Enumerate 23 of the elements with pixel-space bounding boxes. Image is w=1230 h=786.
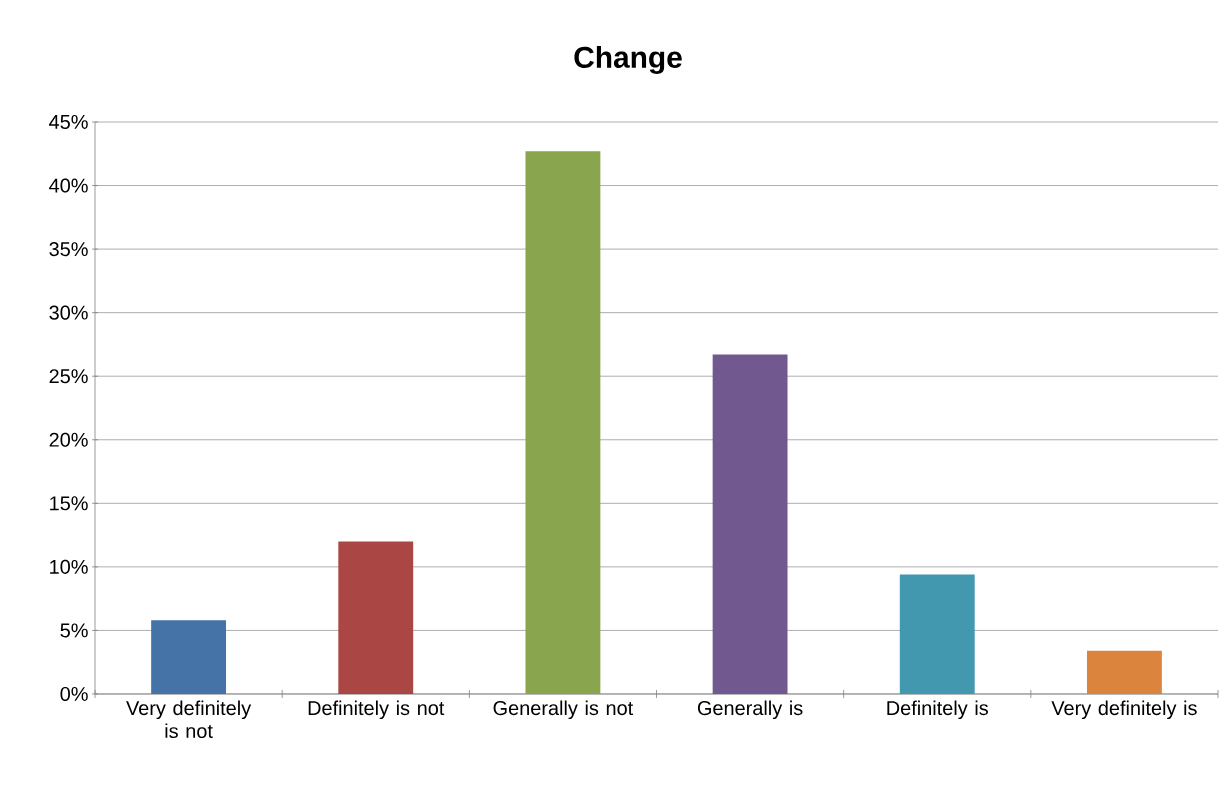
y-tick-label: 15% <box>50 496 88 511</box>
bar <box>338 541 414 694</box>
y-tick-label: 25% <box>49 369 88 384</box>
bar <box>525 151 601 694</box>
bar <box>899 574 975 694</box>
y-tick-label: 10% <box>50 559 88 574</box>
y-tick-label: 0% <box>60 686 88 702</box>
y-tick-label: 45% <box>49 114 88 129</box>
y-tick-label: 35% <box>49 242 88 257</box>
x-tick-label: Very definitely is <box>1051 700 1197 720</box>
x-tick-label: Very definitely is not <box>126 700 252 739</box>
y-tick-label: 5% <box>60 623 88 638</box>
bar <box>712 354 788 694</box>
y-tick-label: 30% <box>49 305 88 320</box>
y-tick-label: 40% <box>49 178 88 193</box>
x-tick-label: Generally is <box>697 700 803 720</box>
chart-title: Change <box>574 45 682 74</box>
bar <box>151 620 227 694</box>
y-tick-label: 20% <box>49 432 88 447</box>
x-tick-label: Definitely is <box>887 700 988 720</box>
x-tick-label: Definitely is not <box>308 700 445 720</box>
x-tick-label: Generally is not <box>493 700 634 720</box>
bar <box>1086 650 1162 694</box>
